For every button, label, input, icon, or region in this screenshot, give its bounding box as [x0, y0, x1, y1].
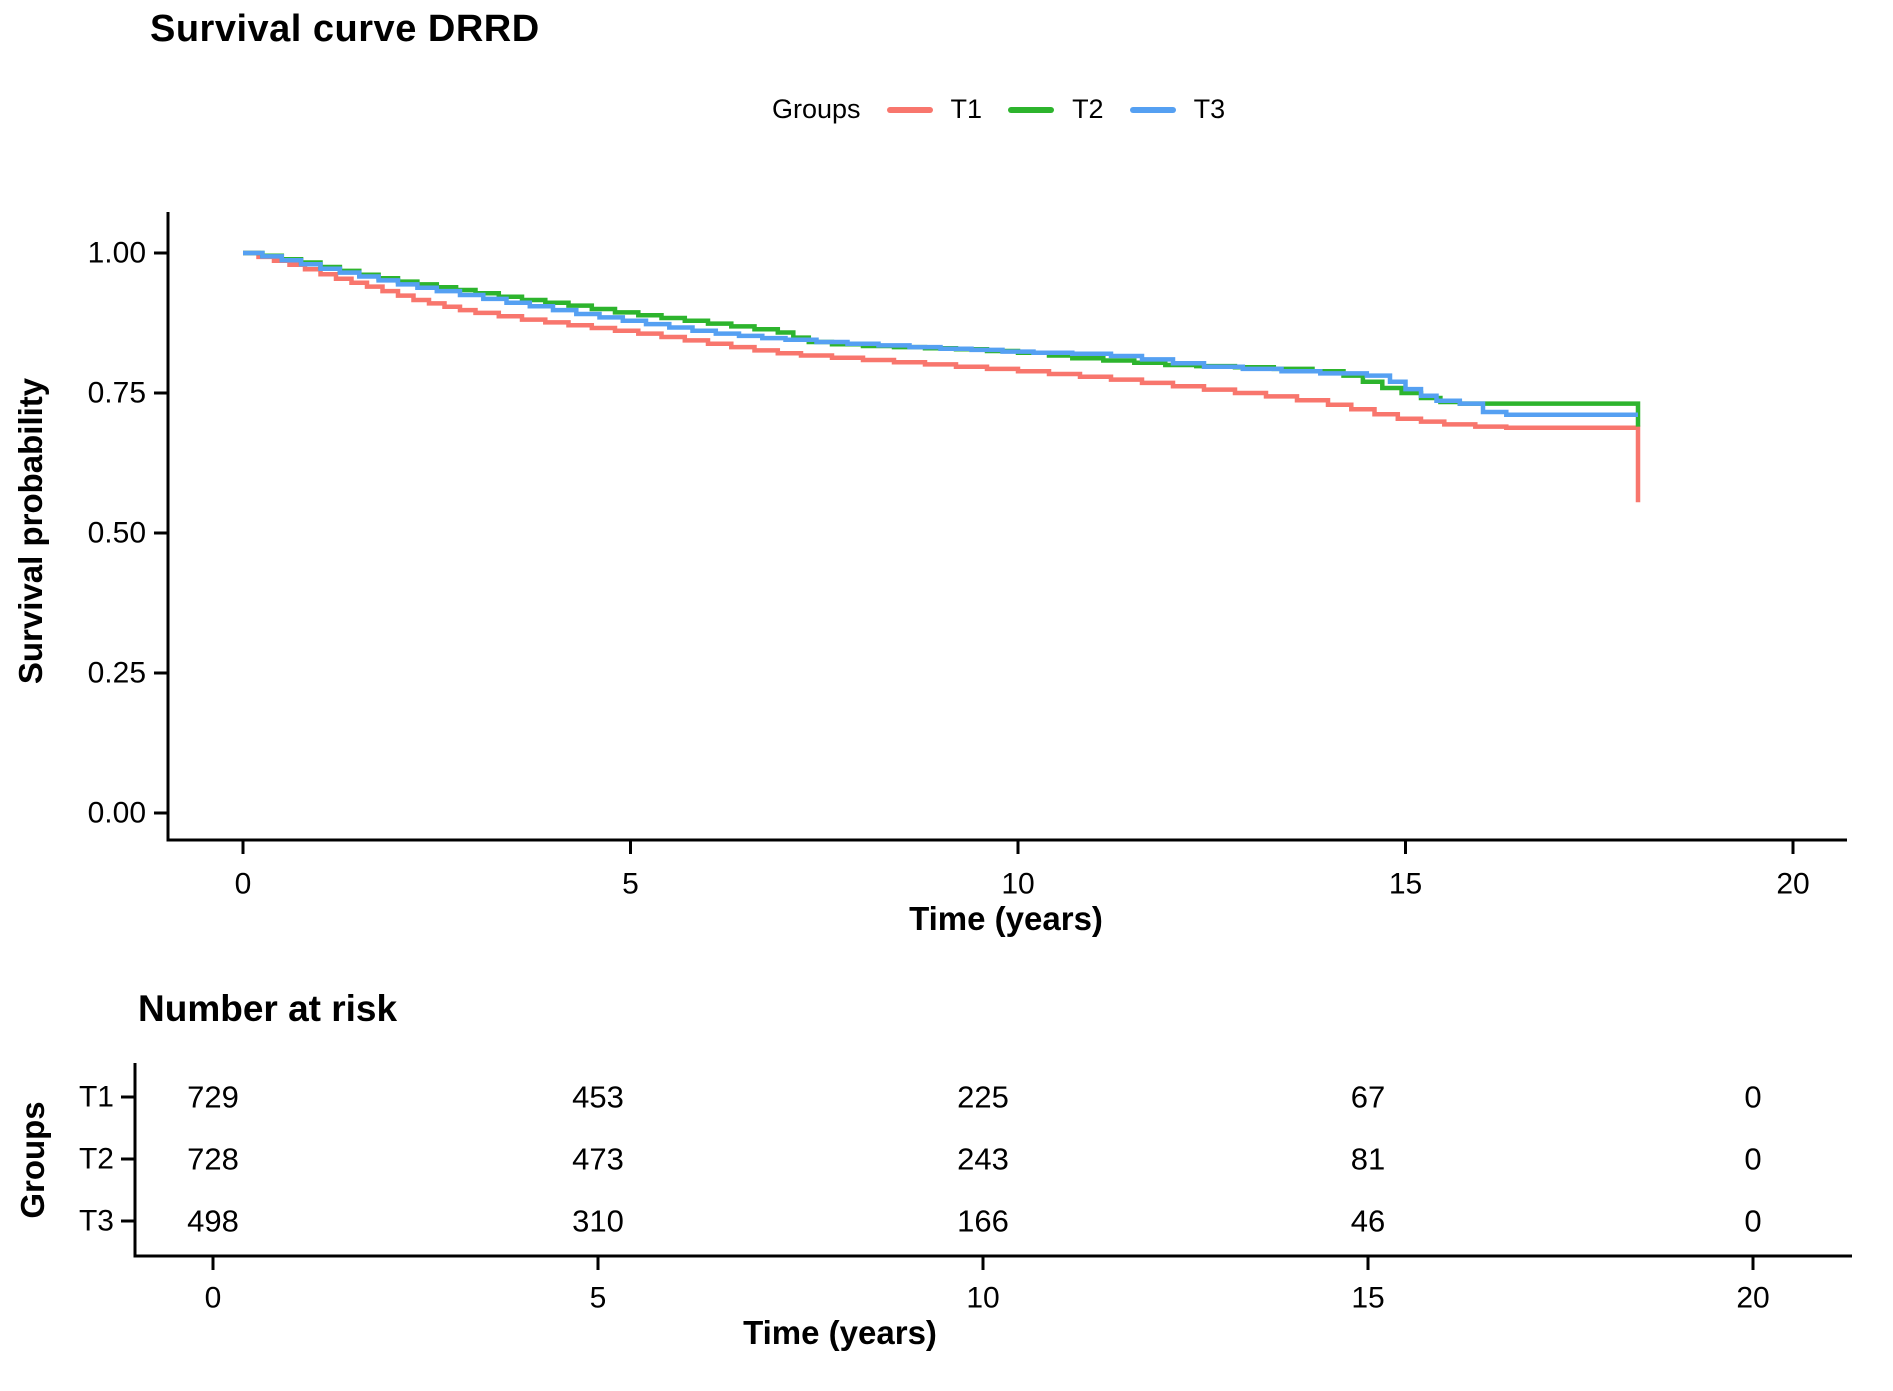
risk-value: 473	[572, 1142, 624, 1177]
y-tick-label: 0.50	[88, 517, 146, 550]
risk-y-axis-title: Groups	[14, 1101, 51, 1218]
risk-value: 46	[1351, 1204, 1385, 1239]
legend-item-t2: T2	[1008, 94, 1104, 125]
risk-value: 498	[187, 1204, 239, 1239]
risk-row-label-t1: T1	[79, 1081, 114, 1114]
risk-x-tick-label: 5	[590, 1282, 607, 1315]
x-tick-label: 0	[235, 868, 252, 901]
x-tick-label: 10	[1001, 868, 1034, 901]
risk-x-tick-label: 15	[1351, 1282, 1384, 1315]
risk-value: 0	[1744, 1204, 1761, 1239]
survival-curve-t2	[243, 250, 1641, 427]
y-tick-label: 0.00	[88, 797, 146, 830]
risk-value: 310	[572, 1204, 624, 1239]
y-axis-title: Survival probability	[12, 377, 49, 684]
risk-value: 729	[187, 1080, 239, 1115]
survival-curve-t3	[243, 250, 1638, 418]
risk-x-tick-label: 20	[1736, 1282, 1769, 1315]
risk-value: 166	[957, 1204, 1009, 1239]
legend: Groups T1 T2 T3	[772, 94, 1225, 125]
risk-value: 243	[957, 1142, 1009, 1177]
legend-label-t2: T2	[1072, 94, 1104, 124]
chart-title: Survival curve DRRD	[150, 8, 540, 50]
y-tick-label: 0.75	[88, 377, 146, 410]
survival-curves	[243, 250, 1641, 503]
risk-value: 225	[957, 1080, 1009, 1115]
t1-line-swatch-icon	[886, 106, 933, 113]
t2-line-swatch-icon	[1008, 106, 1055, 113]
risk-value: 453	[572, 1080, 624, 1115]
t3-line-swatch-icon	[1129, 106, 1176, 113]
legend-item-t1: T1	[886, 94, 983, 125]
risk-value: 81	[1351, 1142, 1385, 1177]
risk-row-label-t3: T3	[79, 1205, 114, 1238]
x-tick-label: 15	[1389, 868, 1422, 901]
x-axis-title: Time (years)	[909, 900, 1103, 937]
legend-label-t3: T3	[1193, 94, 1226, 124]
x-tick-label: 20	[1776, 868, 1809, 901]
survival-curve-t1	[243, 250, 1641, 503]
risk-x-tick-label: 0	[205, 1282, 222, 1315]
risk-row-label-t2: T2	[79, 1143, 114, 1176]
risk-table-title: Number at risk	[138, 988, 398, 1029]
legend-title: Groups	[772, 94, 861, 124]
risk-value: 728	[187, 1142, 239, 1177]
x-tick-label: 5	[622, 868, 639, 901]
legend-label-t1: T1	[950, 94, 983, 124]
legend-item-t3: T3	[1129, 94, 1226, 125]
risk-x-tick-label: 10	[966, 1282, 999, 1315]
risk-value: 0	[1744, 1080, 1761, 1115]
y-tick-label: 0.25	[88, 657, 146, 690]
y-tick-label: 1.00	[88, 237, 146, 270]
risk-value: 0	[1744, 1142, 1761, 1177]
risk-value: 67	[1351, 1080, 1385, 1115]
risk-x-axis-title: Time (years)	[743, 1314, 937, 1351]
